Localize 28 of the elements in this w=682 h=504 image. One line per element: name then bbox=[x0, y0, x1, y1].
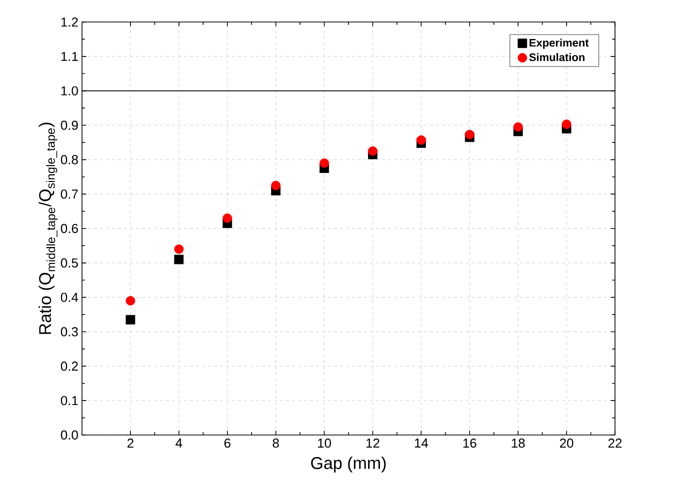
x-tick-label: 4 bbox=[176, 438, 182, 448]
y-tick-label: 0.6 bbox=[60, 224, 78, 234]
x-tick-label: 12 bbox=[366, 438, 380, 448]
y-tick-label: 0.9 bbox=[60, 120, 78, 130]
x-tick-label: 14 bbox=[414, 438, 428, 448]
y-tick-label: 0.3 bbox=[60, 327, 78, 336]
x-axis-title: Gap (mm) bbox=[311, 456, 386, 472]
legend-label: Experiment bbox=[530, 38, 589, 49]
y-tick-label: 0.8 bbox=[60, 155, 78, 164]
legend-label: Simulation bbox=[529, 53, 584, 62]
y-tick-label: 1.0 bbox=[61, 86, 78, 96]
x-tick-label: 18 bbox=[512, 438, 525, 448]
y-tick-label: 0.1 bbox=[60, 396, 78, 406]
x-tick-label: 20 bbox=[560, 438, 574, 448]
x-tick-label: 16 bbox=[463, 438, 476, 448]
x-tick-label: 10 bbox=[318, 438, 331, 448]
y-tick-label: 0.0 bbox=[60, 430, 78, 440]
x-tick-label: 6 bbox=[224, 438, 230, 448]
y-axis-title: $\text{Ratio (Q}_{\text{middle\_tape}}\text{/Q}_{\text{single\_tape}}\text{)}$ bbox=[38, 122, 58, 334]
x-tick-label: 8 bbox=[272, 438, 279, 448]
y-tick-label: 1.1 bbox=[61, 52, 78, 61]
y-tick-label: 1.2 bbox=[61, 17, 78, 27]
x-tick-label: 22 bbox=[608, 438, 622, 448]
y-tick-label: 0.4 bbox=[60, 292, 78, 302]
y-tick-label: 0.2 bbox=[60, 362, 78, 371]
y-tick-label: 0.7 bbox=[60, 189, 78, 199]
x-tick-label: 2 bbox=[128, 438, 134, 448]
y-tick-label: 0.5 bbox=[60, 258, 78, 268]
